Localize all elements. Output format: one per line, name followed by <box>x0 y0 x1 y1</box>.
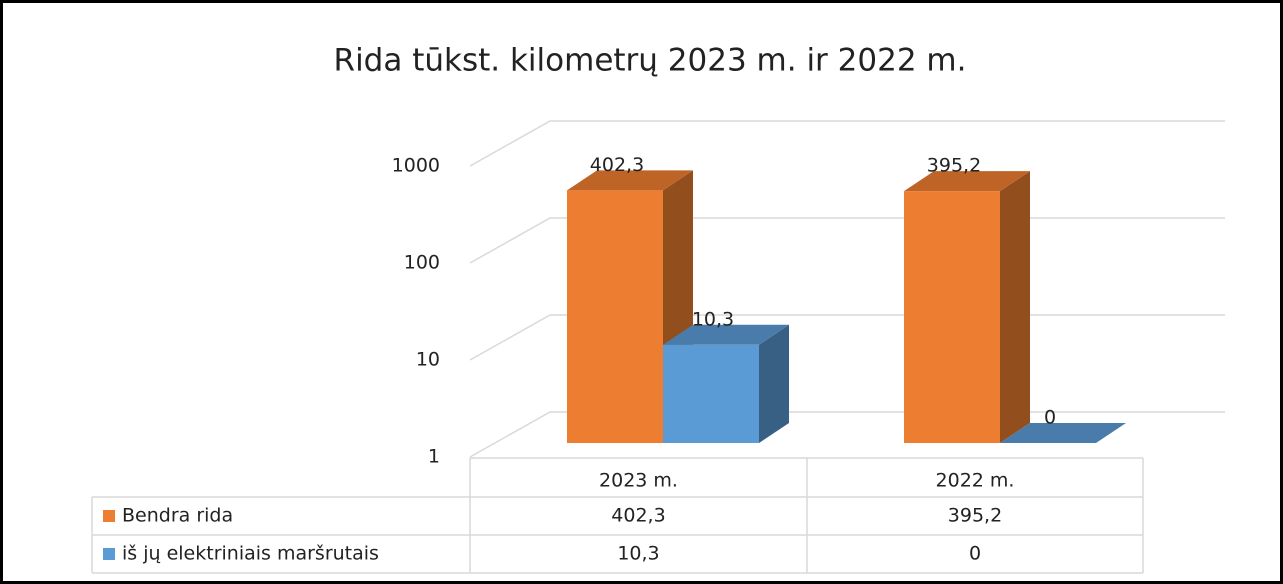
bar <box>663 324 789 443</box>
data-label: 395,2 <box>927 155 981 177</box>
data-label: 402,3 <box>590 154 644 176</box>
bar-top <box>663 324 789 345</box>
table-value: 0 <box>969 543 981 565</box>
table-value: 395,2 <box>948 505 1002 527</box>
x-tick-label: 2023 m. <box>599 470 678 492</box>
chart-title: Rida tūkst. kilometrų 2023 m. ir 2022 m. <box>334 43 967 79</box>
data-label: 10,3 <box>692 308 734 330</box>
bar <box>1000 423 1126 443</box>
legend-label: iš jų elektriniais maršrutais <box>122 543 379 565</box>
legend-key <box>103 548 115 560</box>
bar-side <box>759 324 789 443</box>
grid-line <box>469 120 1225 167</box>
bar-front <box>904 191 1000 443</box>
legend-key <box>103 510 115 522</box>
bar-top <box>904 171 1030 192</box>
x-tick-label: 2022 m. <box>936 470 1015 492</box>
bar-top <box>567 170 693 191</box>
bar-front <box>567 190 663 443</box>
legend-label: Bendra rida <box>122 505 233 527</box>
bar-top <box>1000 423 1126 443</box>
y-tick-label: 10 <box>416 349 440 371</box>
data-label: 0 <box>1044 407 1056 429</box>
table-value: 402,3 <box>611 505 665 527</box>
table-value: 10,3 <box>617 543 659 565</box>
y-tick-label: 100 <box>404 252 440 274</box>
y-tick-label: 1 <box>428 446 440 468</box>
y-tick-label: 1000 <box>392 155 440 177</box>
bar-side <box>1000 171 1030 443</box>
bar-front <box>663 344 759 443</box>
bar <box>904 171 1030 443</box>
